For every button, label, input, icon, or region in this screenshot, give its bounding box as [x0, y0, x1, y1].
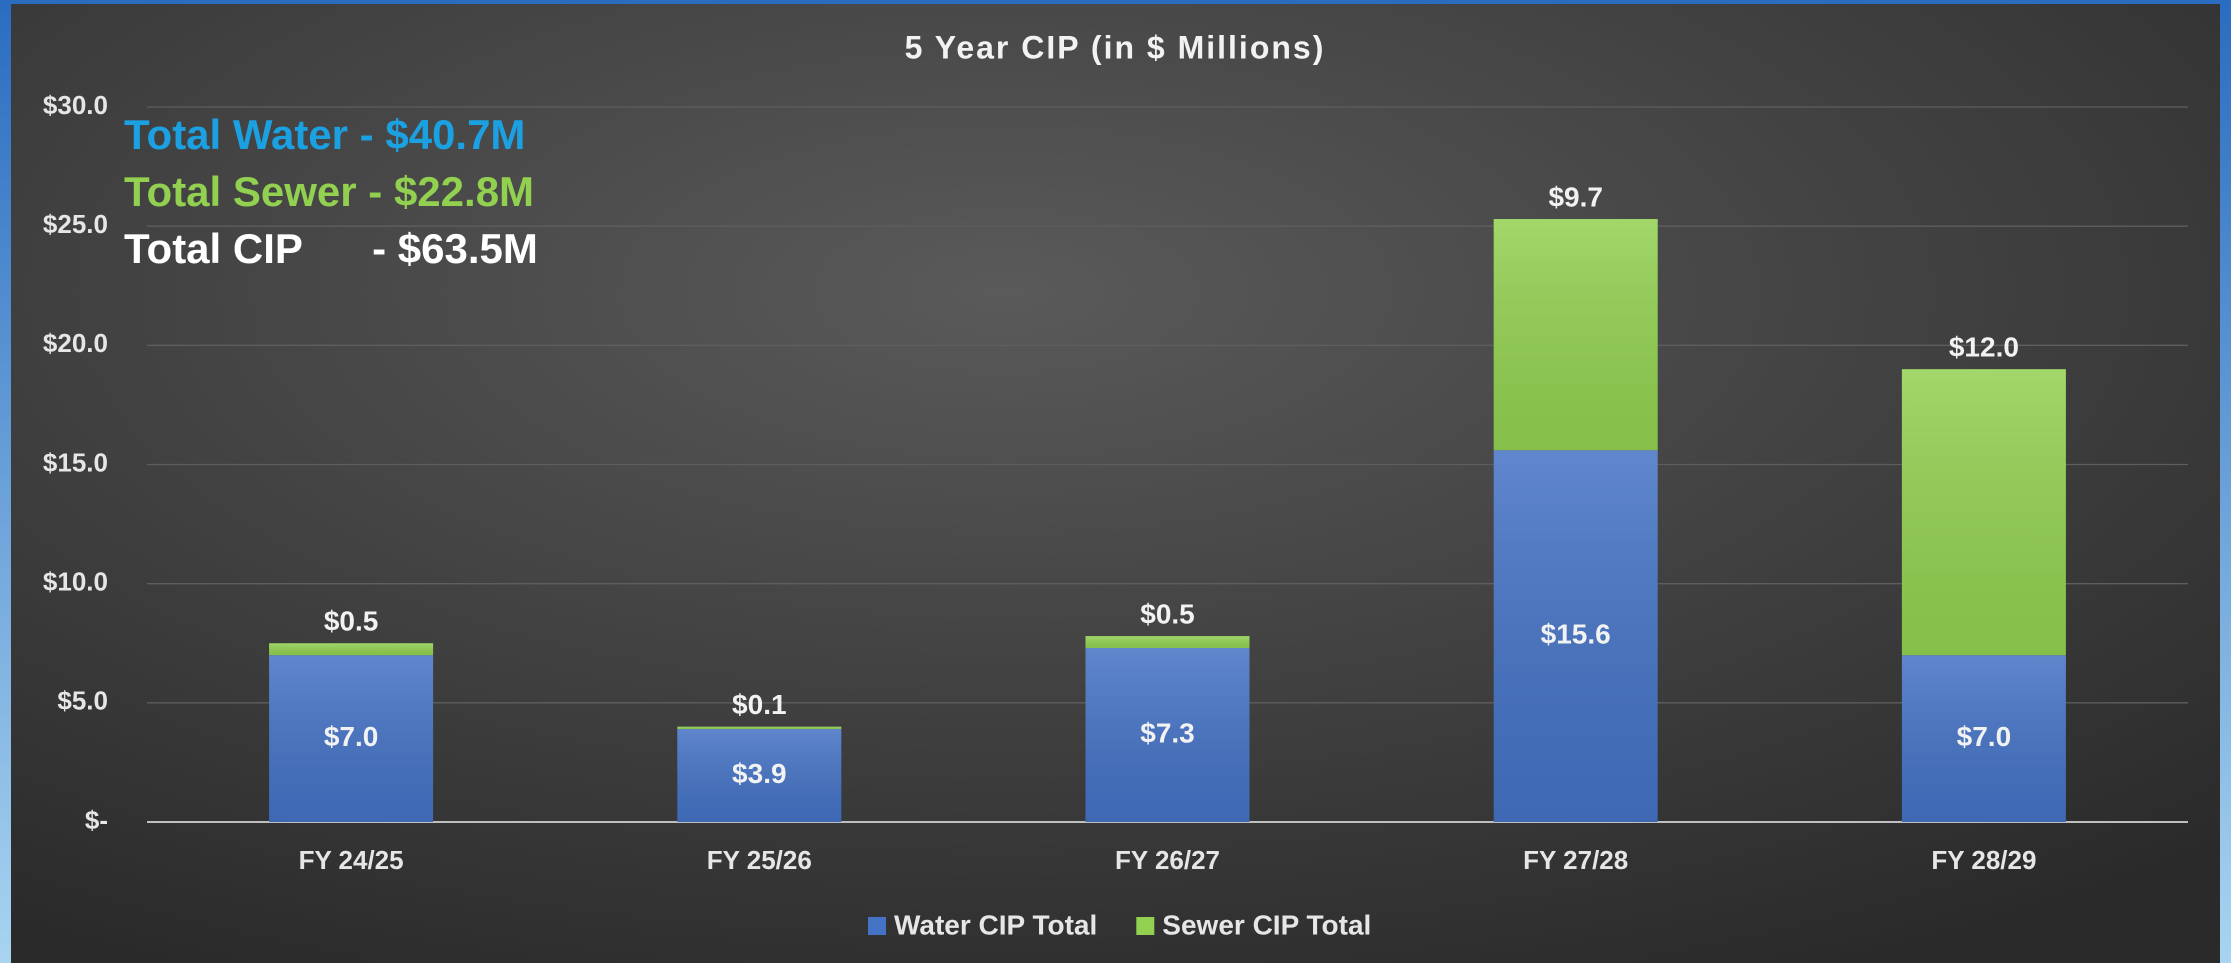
bar-shade [1493, 219, 1658, 451]
legend-label: Water CIP Total [894, 909, 1097, 940]
y-tick-label: $5.0 [57, 686, 108, 716]
data-label: $7.3 [1140, 717, 1195, 748]
data-label: $0.5 [324, 606, 379, 637]
y-tick-label: $25.0 [43, 209, 108, 239]
bar-shade [269, 655, 434, 822]
data-label: $15.6 [1541, 618, 1611, 649]
annotation: Total Water - $40.7M [124, 111, 525, 158]
bar-shade [1085, 636, 1250, 649]
y-tick-label: $- [85, 805, 108, 835]
y-tick-label: $10.0 [43, 567, 108, 597]
bar-shade [677, 729, 842, 822]
bar-shade [677, 726, 842, 730]
x-tick-label: FY 27/28 [1523, 845, 1628, 875]
annotation: Total Sewer - $22.8M [124, 168, 534, 215]
x-tick-label: FY 25/26 [707, 845, 812, 875]
x-tick-label: FY 24/25 [299, 845, 404, 875]
legend-swatch [1136, 917, 1155, 935]
y-tick-label: $20.0 [43, 328, 108, 358]
data-label: $7.0 [324, 721, 379, 752]
data-label: $0.5 [1140, 598, 1195, 629]
data-label: $7.0 [1957, 721, 2012, 752]
bar-shade [1901, 369, 2066, 656]
bar-shade [269, 643, 434, 656]
x-tick-label: FY 26/27 [1115, 845, 1220, 875]
y-tick-label: $15.0 [43, 447, 108, 477]
legend-swatch [868, 917, 886, 935]
x-tick-label: FY 28/29 [1931, 845, 2036, 875]
bar-shade [1493, 450, 1658, 822]
annotation: Total CIP - $63.5M [124, 225, 538, 272]
data-label: $0.1 [732, 689, 787, 720]
data-label: $9.7 [1548, 181, 1603, 212]
legend-label: Sewer CIP Total [1162, 909, 1371, 940]
bar-shade [1901, 655, 2066, 822]
data-label: $12.0 [1949, 332, 2019, 363]
bar-shade [1085, 648, 1250, 822]
chart-title: 5 Year CIP (in $ Millions) [905, 29, 1326, 65]
y-tick-label: $30.0 [43, 90, 108, 120]
data-label: $3.9 [732, 758, 787, 789]
